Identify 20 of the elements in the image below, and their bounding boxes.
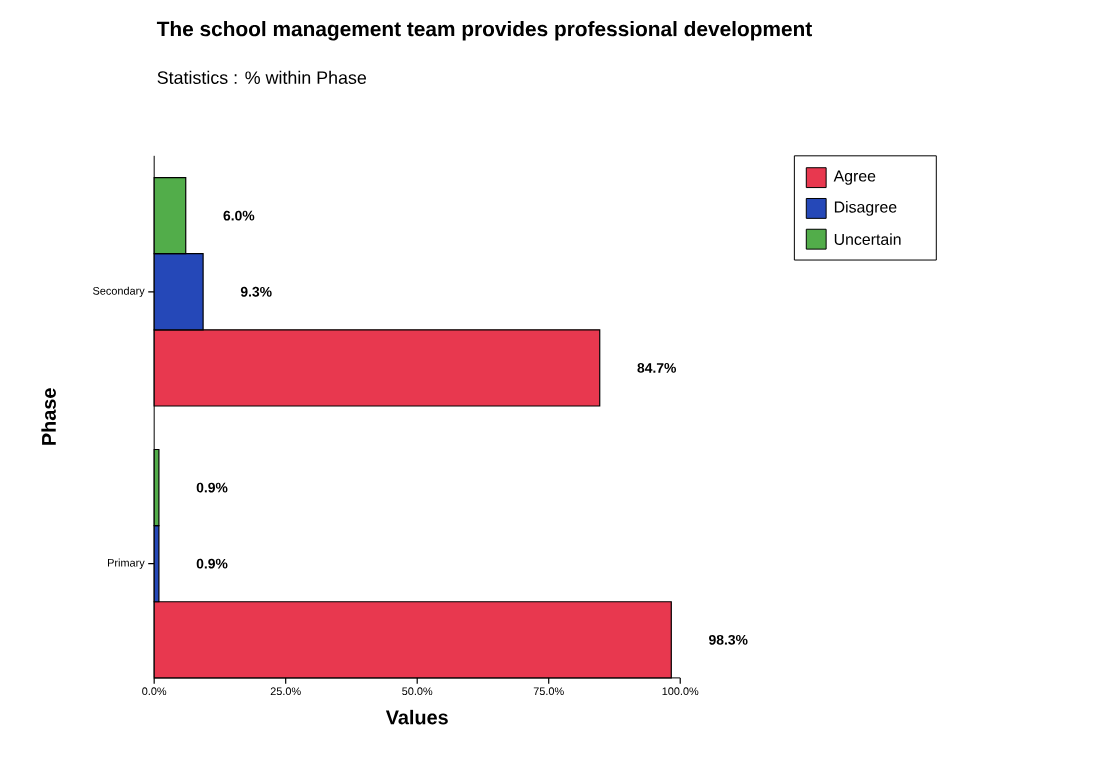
legend-label: Uncertain xyxy=(834,233,901,245)
x-tick-label: 100.0% xyxy=(662,687,699,696)
chart-subtitle: Statistics : % within Phase xyxy=(157,70,367,84)
x-axis-title: Values xyxy=(385,709,448,725)
y-axis-title: Phase xyxy=(41,388,56,445)
x-tick-label: 75.0% xyxy=(533,687,564,696)
data-label: 0.9% xyxy=(196,558,228,569)
x-tick-label: 50.0% xyxy=(402,687,433,696)
data-label: 9.3% xyxy=(240,286,272,297)
chart-title: The school management team provides professional development xyxy=(156,20,812,41)
data-label: 84.7% xyxy=(637,362,677,373)
legend-label: Disagree xyxy=(834,200,897,216)
legend-label: Agree xyxy=(833,170,876,185)
x-tick-label: 25.0% xyxy=(270,687,301,696)
data-label: 0.9% xyxy=(196,482,228,493)
y-tick-label: Primary xyxy=(108,558,145,569)
x-tick-label: 0.0% xyxy=(142,687,167,696)
data-label: 6.0% xyxy=(223,210,255,221)
y-tick-label: Secondary xyxy=(93,286,145,297)
data-label: 98.3% xyxy=(709,634,748,645)
